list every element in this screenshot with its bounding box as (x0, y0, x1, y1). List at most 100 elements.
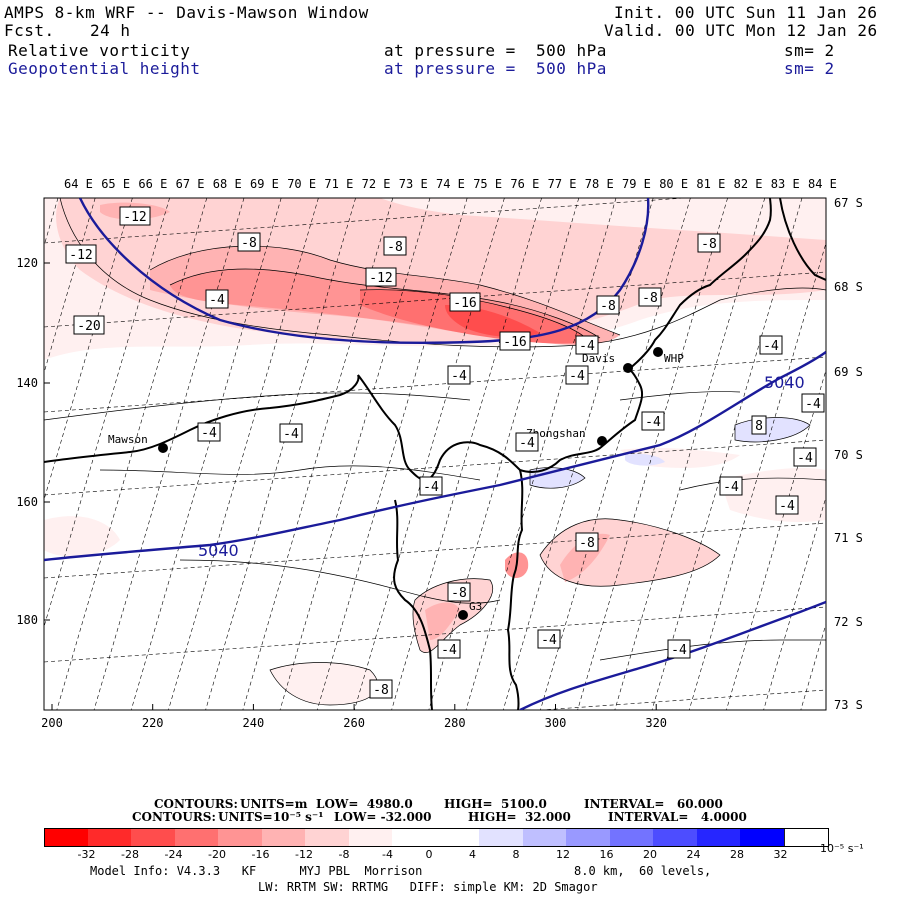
field2-name: Geopotential height (8, 59, 201, 78)
svg-text:-16: -16 (503, 335, 526, 350)
vorticity-label: -12 (65, 244, 97, 264)
vorticity-label: -4 (447, 365, 471, 385)
lat-label: 69 S (834, 365, 863, 379)
y-tick-label: 180 (16, 613, 38, 627)
station-label: Zhongshan (526, 427, 586, 440)
lat-label: 73 S (834, 698, 863, 712)
colorbar-label: 8 (512, 848, 520, 861)
vorticity-label: -8 (596, 295, 620, 315)
lon-label: 81 E (696, 177, 725, 191)
vorticity-label: 8 (751, 415, 767, 435)
forecast-label: Fcst. (4, 21, 55, 40)
vorticity-label: -8 (575, 532, 599, 552)
vorticity-label: -4 (801, 393, 825, 413)
svg-text:-4: -4 (579, 339, 595, 354)
colorbar-label: 28 (730, 848, 744, 861)
x-tick-label: 240 (243, 716, 265, 730)
colorbar-label: 20 (643, 848, 657, 861)
field2-level: at pressure = 500 hPa (384, 59, 607, 78)
vorticity-label: -12 (119, 206, 151, 226)
svg-text:-4: -4 (779, 499, 795, 514)
svg-text:-4: -4 (423, 480, 439, 495)
map-title: AMPS 8-km WRF -- Davis-Mawson Window (4, 3, 369, 22)
vorticity-label: -4 (197, 422, 221, 442)
vorticity-label: -8 (638, 287, 662, 307)
vorticity-label: -8 (237, 232, 261, 252)
svg-text:-4: -4 (723, 480, 739, 495)
svg-text:-8: -8 (642, 291, 658, 306)
vorticity-label: -4 (667, 639, 691, 659)
colorbar-label: 0 (425, 848, 433, 861)
svg-text:-8: -8 (387, 240, 403, 255)
svg-text:-8: -8 (373, 683, 389, 698)
colorbar-units: 10⁻⁵ s⁻¹ (820, 842, 864, 855)
vorticity-label: -4 (515, 432, 539, 452)
vorticity-label: -8 (369, 679, 393, 699)
lon-label: 66 E (138, 177, 167, 191)
svg-text:-4: -4 (763, 339, 779, 354)
colorbar-label: 16 (599, 848, 614, 861)
station-marker (653, 347, 663, 357)
svg-text:-8: -8 (600, 299, 616, 314)
contours2-label: CONTOURS: (132, 810, 216, 824)
contours2-interval: INTERVAL= 4.0000 (608, 810, 747, 824)
x-tick-label: 280 (444, 716, 466, 730)
station-marker (623, 363, 633, 373)
station-marker (458, 610, 468, 620)
vorticity-label: -16 (499, 331, 531, 351)
model-resolution: 8.0 km, 60 levels, (574, 864, 712, 878)
forecast-hour: 24 h (90, 21, 131, 40)
vorticity-label: -12 (365, 267, 397, 287)
svg-text:-4: -4 (201, 426, 217, 441)
lon-label: 83 E (771, 177, 800, 191)
vorticity-label: -4 (775, 495, 799, 515)
colorbar-label: -20 (208, 848, 226, 861)
lon-label: 80 E (659, 177, 688, 191)
vorticity-label: -20 (73, 315, 105, 335)
colorbar-swatch (740, 828, 785, 846)
lon-label: 72 E (362, 177, 391, 191)
lon-label: 67 E (176, 177, 205, 191)
vorticity-contours (44, 198, 826, 706)
colorbar-label: -28 (121, 848, 139, 861)
station-marker (158, 443, 168, 453)
lon-label: 79 E (622, 177, 651, 191)
vorticity-label: -4 (565, 365, 589, 385)
vorticity-label: -8 (383, 236, 407, 256)
colorbar-label: 4 (469, 848, 476, 861)
contours1-interval: INTERVAL= 60.000 (584, 797, 723, 811)
svg-text:-4: -4 (805, 397, 821, 412)
colorbar-label: -12 (295, 848, 313, 861)
colorbar-label: 24 (686, 848, 701, 861)
station-label: G3 (469, 600, 482, 613)
coastline (44, 198, 826, 710)
colorbar-border (44, 828, 829, 847)
svg-text:8: 8 (755, 419, 763, 434)
svg-text:-8: -8 (451, 586, 467, 601)
svg-text:-4: -4 (451, 369, 467, 384)
vorticity-label: -4 (719, 476, 743, 496)
field1-level: at pressure = 500 hPa (384, 41, 607, 60)
colorbar-label: -4 (382, 848, 393, 861)
contours1-units: UNITS=m (240, 797, 308, 811)
colorbar-label: -8 (338, 848, 350, 861)
contours1-low: LOW= 4980.0 (316, 797, 413, 811)
lon-label: 78 E (585, 177, 614, 191)
lon-label: 76 E (510, 177, 539, 191)
vorticity-label: -4 (279, 423, 303, 443)
contours2-units: UNITS=10⁻⁵ s⁻¹ (218, 810, 324, 824)
lat-label: 72 S (834, 615, 863, 629)
svg-text:-4: -4 (541, 633, 557, 648)
x-tick-label: 200 (41, 716, 63, 730)
vorticity-label: -16 (449, 292, 481, 312)
vorticity-label: -4 (575, 335, 599, 355)
lon-label: 69 E (250, 177, 279, 191)
lon-label: 73 E (399, 177, 428, 191)
svg-text:-20: -20 (77, 319, 100, 334)
valid-time: Valid. 00 UTC Mon 12 Jan 26 (604, 21, 878, 40)
svg-text:-4: -4 (569, 369, 585, 384)
colorbar-label: 12 (556, 848, 570, 861)
contours1-label: CONTOURS: (154, 797, 238, 811)
lat-label: 68 S (834, 280, 863, 294)
